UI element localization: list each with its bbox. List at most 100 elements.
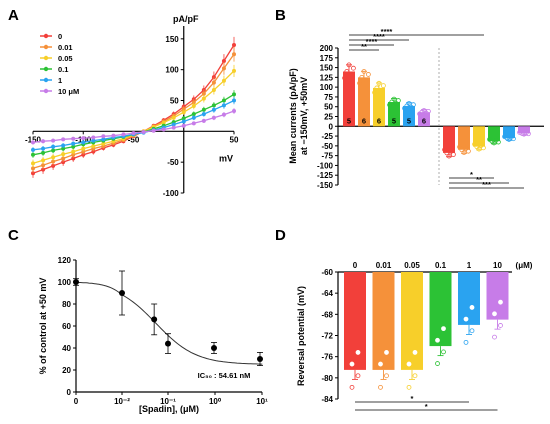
replicate-point [344, 69, 350, 74]
replicate-point [406, 101, 412, 106]
data-point [31, 171, 35, 176]
replicate-point [348, 72, 354, 78]
data-point [41, 167, 46, 172]
data-point [31, 161, 35, 166]
data-point [201, 107, 206, 112]
bar [443, 126, 455, 153]
y-tick-label: -100 [163, 189, 180, 198]
replicate-point [365, 72, 371, 77]
significance-label: **** [373, 32, 385, 41]
legend-label: 0.1 [58, 65, 68, 74]
category-label: 0.05 [404, 261, 420, 270]
data-point [51, 163, 56, 168]
data-point [71, 136, 76, 141]
data-point [221, 98, 226, 103]
bar [503, 126, 515, 139]
y-tick-label: -75 [321, 152, 333, 161]
replicate-point [374, 85, 380, 91]
data-point [61, 156, 66, 161]
data-point [121, 132, 126, 137]
n-label: 6 [362, 116, 366, 125]
y-tick-label: -125 [317, 171, 334, 180]
bar [372, 272, 395, 370]
replicate-point [446, 153, 452, 159]
bar [458, 126, 470, 150]
y-tick-label: -150 [317, 181, 334, 190]
y-tick-label: -50 [321, 142, 333, 151]
significance-label: * [411, 394, 414, 403]
y-tick-label: 150 [165, 35, 179, 44]
n-label: 6 [422, 116, 426, 125]
replicate-point [495, 139, 501, 145]
y-axis-label: Reversal potential (mV) [296, 286, 306, 386]
data-point [211, 107, 216, 112]
x-tick-label: 0 [74, 397, 79, 406]
y-tick-label: 175 [320, 54, 334, 63]
legend-label: 10 μM [58, 87, 79, 96]
bar [403, 105, 415, 127]
y-tick-label: 80 [62, 300, 71, 309]
data-point [257, 356, 263, 362]
data-point [171, 122, 176, 127]
data-point [119, 290, 125, 296]
legend-label: 0.01 [58, 43, 73, 52]
replicate-point [391, 96, 397, 102]
x-tick-label: -150 [25, 135, 42, 144]
x-axis-label: [Spadin], (μM) [139, 404, 199, 414]
data-point [41, 146, 46, 151]
x-axis-label: mV [219, 153, 233, 163]
data-point [51, 138, 56, 143]
replicate-point [448, 148, 454, 154]
y-tick-label: -50 [167, 158, 179, 167]
x-tick-label: 10⁻¹ [160, 397, 176, 406]
legend-marker [43, 55, 49, 61]
data-point [51, 155, 56, 160]
y-tick-label: -64 [321, 289, 333, 298]
y-tick-label: 50 [170, 97, 179, 106]
data-point [31, 152, 35, 157]
replicate-point [346, 62, 352, 68]
data-point [41, 150, 46, 155]
data-point [181, 123, 186, 128]
unit-label: (μM) [516, 261, 533, 270]
replicate-point [465, 148, 471, 154]
data-point [191, 121, 196, 126]
data-point [221, 112, 226, 117]
y-tick-label: -25 [321, 132, 333, 141]
y-tick-label: 40 [62, 344, 71, 353]
significance-label: **** [381, 27, 393, 36]
replicate-point [463, 339, 469, 345]
data-point [61, 146, 66, 151]
replicate-point [384, 350, 389, 355]
replicate-point [444, 150, 450, 156]
data-point [221, 59, 226, 64]
bar [401, 272, 423, 370]
y-tick-label: -80 [321, 374, 333, 383]
bar [486, 272, 509, 320]
bar [343, 71, 355, 127]
data-point [81, 152, 86, 157]
data-point [211, 88, 216, 93]
data-point [71, 141, 76, 146]
ic50-annotation: IC₅₀ : 54.61 nM [198, 371, 251, 380]
replicate-point [355, 350, 361, 355]
data-point [101, 137, 106, 142]
replicate-point [476, 146, 482, 152]
replicate-point [410, 102, 416, 108]
replicate-point [480, 145, 486, 151]
legend-marker [43, 88, 49, 94]
data-point [101, 134, 106, 139]
data-point [81, 140, 86, 145]
replicate-point [378, 384, 383, 390]
replicate-point [526, 131, 531, 137]
replicate-point [492, 334, 497, 340]
replicate-point [469, 328, 475, 334]
data-point [41, 158, 46, 163]
replicate-point [412, 373, 418, 379]
data-point [232, 98, 236, 103]
panel-b-mean-currents: -150-125-100-75-50-250255075100125150175… [288, 27, 544, 190]
y-tick-label: 25 [324, 113, 333, 122]
replicate-point [435, 337, 440, 343]
legend-label: 1 [58, 76, 62, 85]
replicate-point [384, 373, 389, 379]
